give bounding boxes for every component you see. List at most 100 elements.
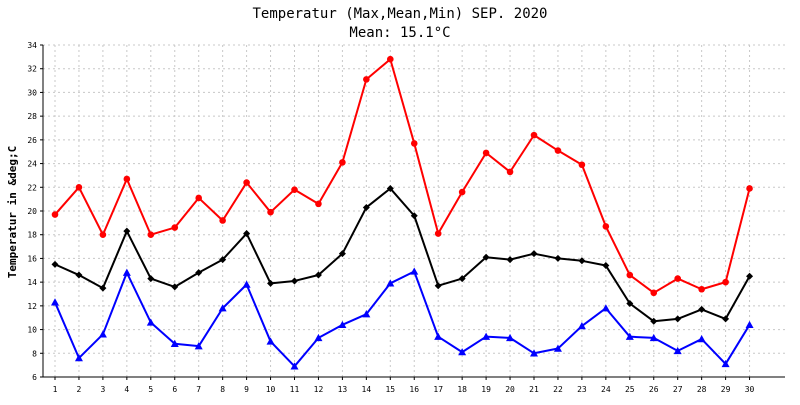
y-tick-label: 26 — [27, 136, 37, 145]
data-point-diamond — [171, 283, 179, 291]
x-tick-label: 20 — [505, 385, 515, 394]
data-point-diamond — [458, 275, 466, 283]
data-point-triangle — [194, 342, 203, 350]
data-point-diamond — [530, 250, 538, 258]
data-point-triangle — [721, 359, 730, 368]
x-tick-label: 4 — [124, 385, 129, 394]
x-tick-label: 30 — [745, 385, 755, 394]
data-point-diamond — [219, 256, 227, 264]
data-point-circle — [363, 76, 370, 83]
y-tick-label: 14 — [27, 278, 37, 287]
data-point-triangle — [362, 310, 371, 318]
data-point-triangle — [122, 268, 131, 276]
data-point-triangle — [242, 280, 251, 288]
data-point-circle — [674, 275, 681, 282]
data-point-circle — [99, 231, 107, 239]
data-point-triangle — [98, 330, 107, 338]
chart-subtitle: Mean: 15.1°C — [349, 25, 450, 41]
data-point-triangle — [458, 348, 467, 356]
x-tick-label: 26 — [649, 385, 659, 394]
x-tick-label: 28 — [697, 385, 707, 394]
data-point-triangle — [410, 267, 419, 275]
y-tick-label: 22 — [27, 183, 37, 192]
data-point-diamond — [99, 284, 107, 292]
series-0 — [51, 55, 753, 297]
data-point-circle — [291, 186, 298, 193]
data-point-circle — [339, 159, 346, 166]
data-point-triangle — [601, 304, 610, 312]
data-point-diamond — [506, 256, 514, 264]
data-point-circle — [243, 179, 250, 186]
data-point-circle — [482, 149, 490, 157]
data-point-triangle — [745, 320, 754, 329]
y-tick-label: 18 — [27, 231, 37, 240]
data-point-circle — [554, 147, 562, 154]
data-point-triangle — [553, 344, 562, 352]
x-tick-label: 13 — [338, 385, 348, 394]
data-point-triangle — [625, 332, 634, 340]
data-point-triangle — [338, 320, 347, 329]
data-point-diamond — [267, 279, 275, 287]
data-point-triangle — [506, 333, 515, 342]
data-point-triangle — [146, 318, 155, 326]
data-point-circle — [267, 208, 274, 216]
y-tick-label: 28 — [27, 112, 37, 121]
data-point-diamond — [674, 315, 682, 323]
x-tick-label: 17 — [433, 385, 443, 394]
data-point-diamond — [746, 272, 754, 280]
data-point-diamond — [722, 315, 730, 323]
data-point-circle — [171, 224, 179, 231]
x-tick-label: 16 — [409, 385, 419, 394]
data-point-circle — [123, 175, 131, 183]
y-tick-label: 32 — [27, 65, 37, 74]
y-tick-label: 16 — [27, 254, 37, 263]
data-point-triangle — [434, 332, 443, 340]
data-point-circle — [387, 55, 394, 63]
data-point-triangle — [314, 333, 323, 342]
data-point-circle — [195, 194, 202, 202]
data-point-triangle — [649, 333, 658, 342]
series-line — [54, 187, 751, 323]
x-tick-label: 29 — [721, 385, 731, 394]
x-tick-label: 24 — [601, 385, 611, 394]
data-point-diamond — [291, 277, 298, 285]
x-tick-label: 21 — [529, 385, 539, 394]
x-tick-label: 5 — [148, 385, 153, 394]
data-point-diamond — [650, 317, 658, 325]
data-point-triangle — [697, 335, 706, 343]
x-tick-label: 18 — [457, 385, 467, 394]
x-tick-label: 14 — [362, 385, 372, 394]
y-tick-label: 34 — [27, 41, 37, 50]
y-tick-label: 24 — [27, 160, 37, 169]
data-point-circle — [722, 278, 729, 286]
x-tick-label: 19 — [481, 385, 491, 394]
data-point-circle — [506, 168, 514, 176]
series-1 — [51, 184, 754, 325]
data-point-diamond — [362, 203, 370, 211]
y-tick-label: 6 — [32, 373, 37, 382]
data-point-diamond — [243, 230, 251, 238]
data-point-circle — [650, 289, 658, 297]
data-point-diamond — [698, 305, 706, 313]
data-point-triangle — [51, 298, 59, 306]
data-point-triangle — [290, 362, 299, 370]
data-point-diamond — [338, 250, 346, 258]
x-tick-label: 6 — [172, 385, 177, 394]
data-point-circle — [75, 183, 83, 191]
grid-layer — [43, 44, 785, 377]
data-point-circle — [458, 188, 466, 196]
y-tick-label: 10 — [27, 326, 37, 335]
x-tick-label: 9 — [244, 385, 249, 394]
data-point-diamond — [626, 299, 634, 307]
data-point-diamond — [482, 253, 490, 261]
data-point-diamond — [314, 271, 322, 279]
data-point-circle — [698, 285, 705, 293]
x-tick-label: 3 — [100, 385, 105, 394]
data-point-circle — [578, 161, 586, 169]
data-point-circle — [602, 223, 610, 230]
data-point-circle — [51, 211, 59, 218]
x-tick-label: 25 — [625, 385, 635, 394]
